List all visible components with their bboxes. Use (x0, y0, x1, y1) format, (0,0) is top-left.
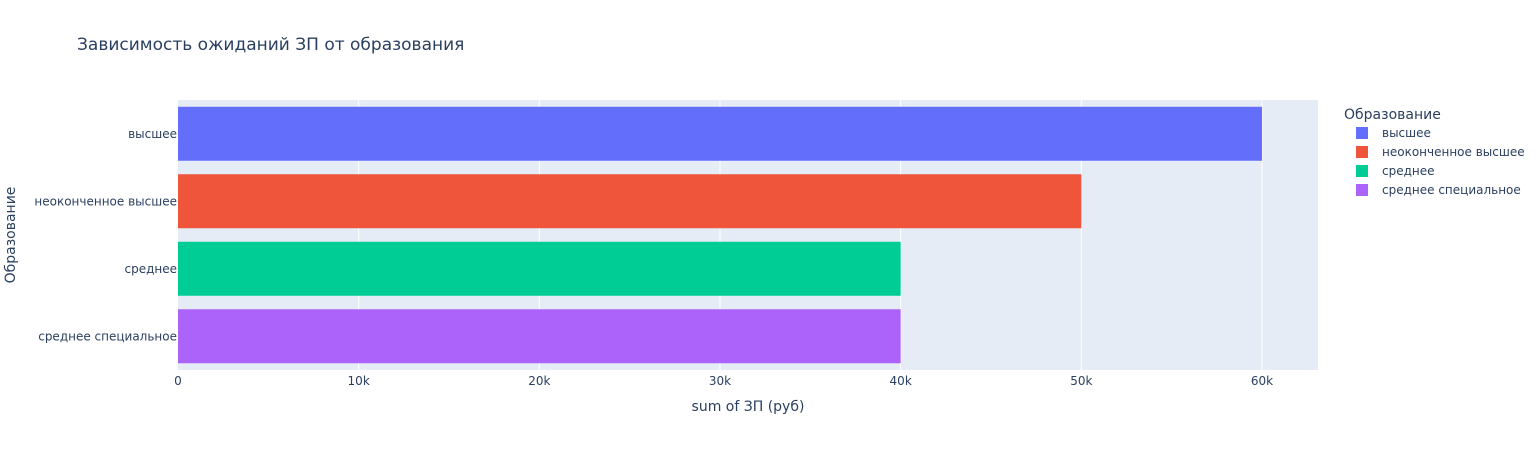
x-tick-label: 60k (1251, 374, 1273, 388)
legend: Образование высшее неоконченное высшее сре… (1344, 107, 1525, 197)
legend-title: Образование (1344, 107, 1441, 123)
legend-swatch (1356, 146, 1368, 158)
bar-2[interactable] (178, 241, 901, 296)
x-tick-label: 20k (528, 374, 550, 388)
y-tick-label: неоконченное высшее (34, 194, 177, 208)
x-tick-label: 50k (1070, 374, 1092, 388)
bar-1[interactable] (178, 174, 1082, 229)
legend-item[interactable]: среднее специальное (1356, 183, 1521, 197)
x-tick-label: 30k (709, 374, 731, 388)
legend-item[interactable]: неоконченное высшее (1356, 145, 1525, 159)
x-tick-label: 10k (348, 374, 370, 388)
legend-swatch (1356, 184, 1368, 196)
legend-item[interactable]: высшее (1356, 126, 1431, 140)
bar-3[interactable] (178, 309, 901, 364)
bar-0[interactable] (178, 106, 1262, 161)
x-tick-label: 40k (890, 374, 912, 388)
y-tick-labels: высшее неоконченное высшее среднее среднее … (34, 127, 177, 344)
y-axis-title: Образование (3, 187, 19, 284)
legend-label: высшее (1382, 126, 1431, 140)
x-axis-title: sum of ЗП (руб) (692, 399, 805, 415)
legend-item[interactable]: среднее (1356, 164, 1435, 178)
chart-title: Зависимость ожиданий ЗП от образования (77, 35, 464, 55)
legend-label: неоконченное высшее (1382, 145, 1525, 159)
y-tick-label: среднее (124, 262, 177, 276)
y-tick-label: высшее (128, 127, 177, 141)
x-tick-labels: 0 10k 20k 30k 40k 50k 60k (174, 374, 1273, 388)
legend-label: среднее специальное (1382, 183, 1521, 197)
legend-swatch (1356, 127, 1368, 139)
bars (178, 106, 1262, 364)
x-tick-label: 0 (174, 374, 182, 388)
legend-label: среднее (1382, 164, 1435, 178)
y-tick-label: среднее специальное (38, 329, 177, 343)
legend-swatch (1356, 165, 1368, 177)
